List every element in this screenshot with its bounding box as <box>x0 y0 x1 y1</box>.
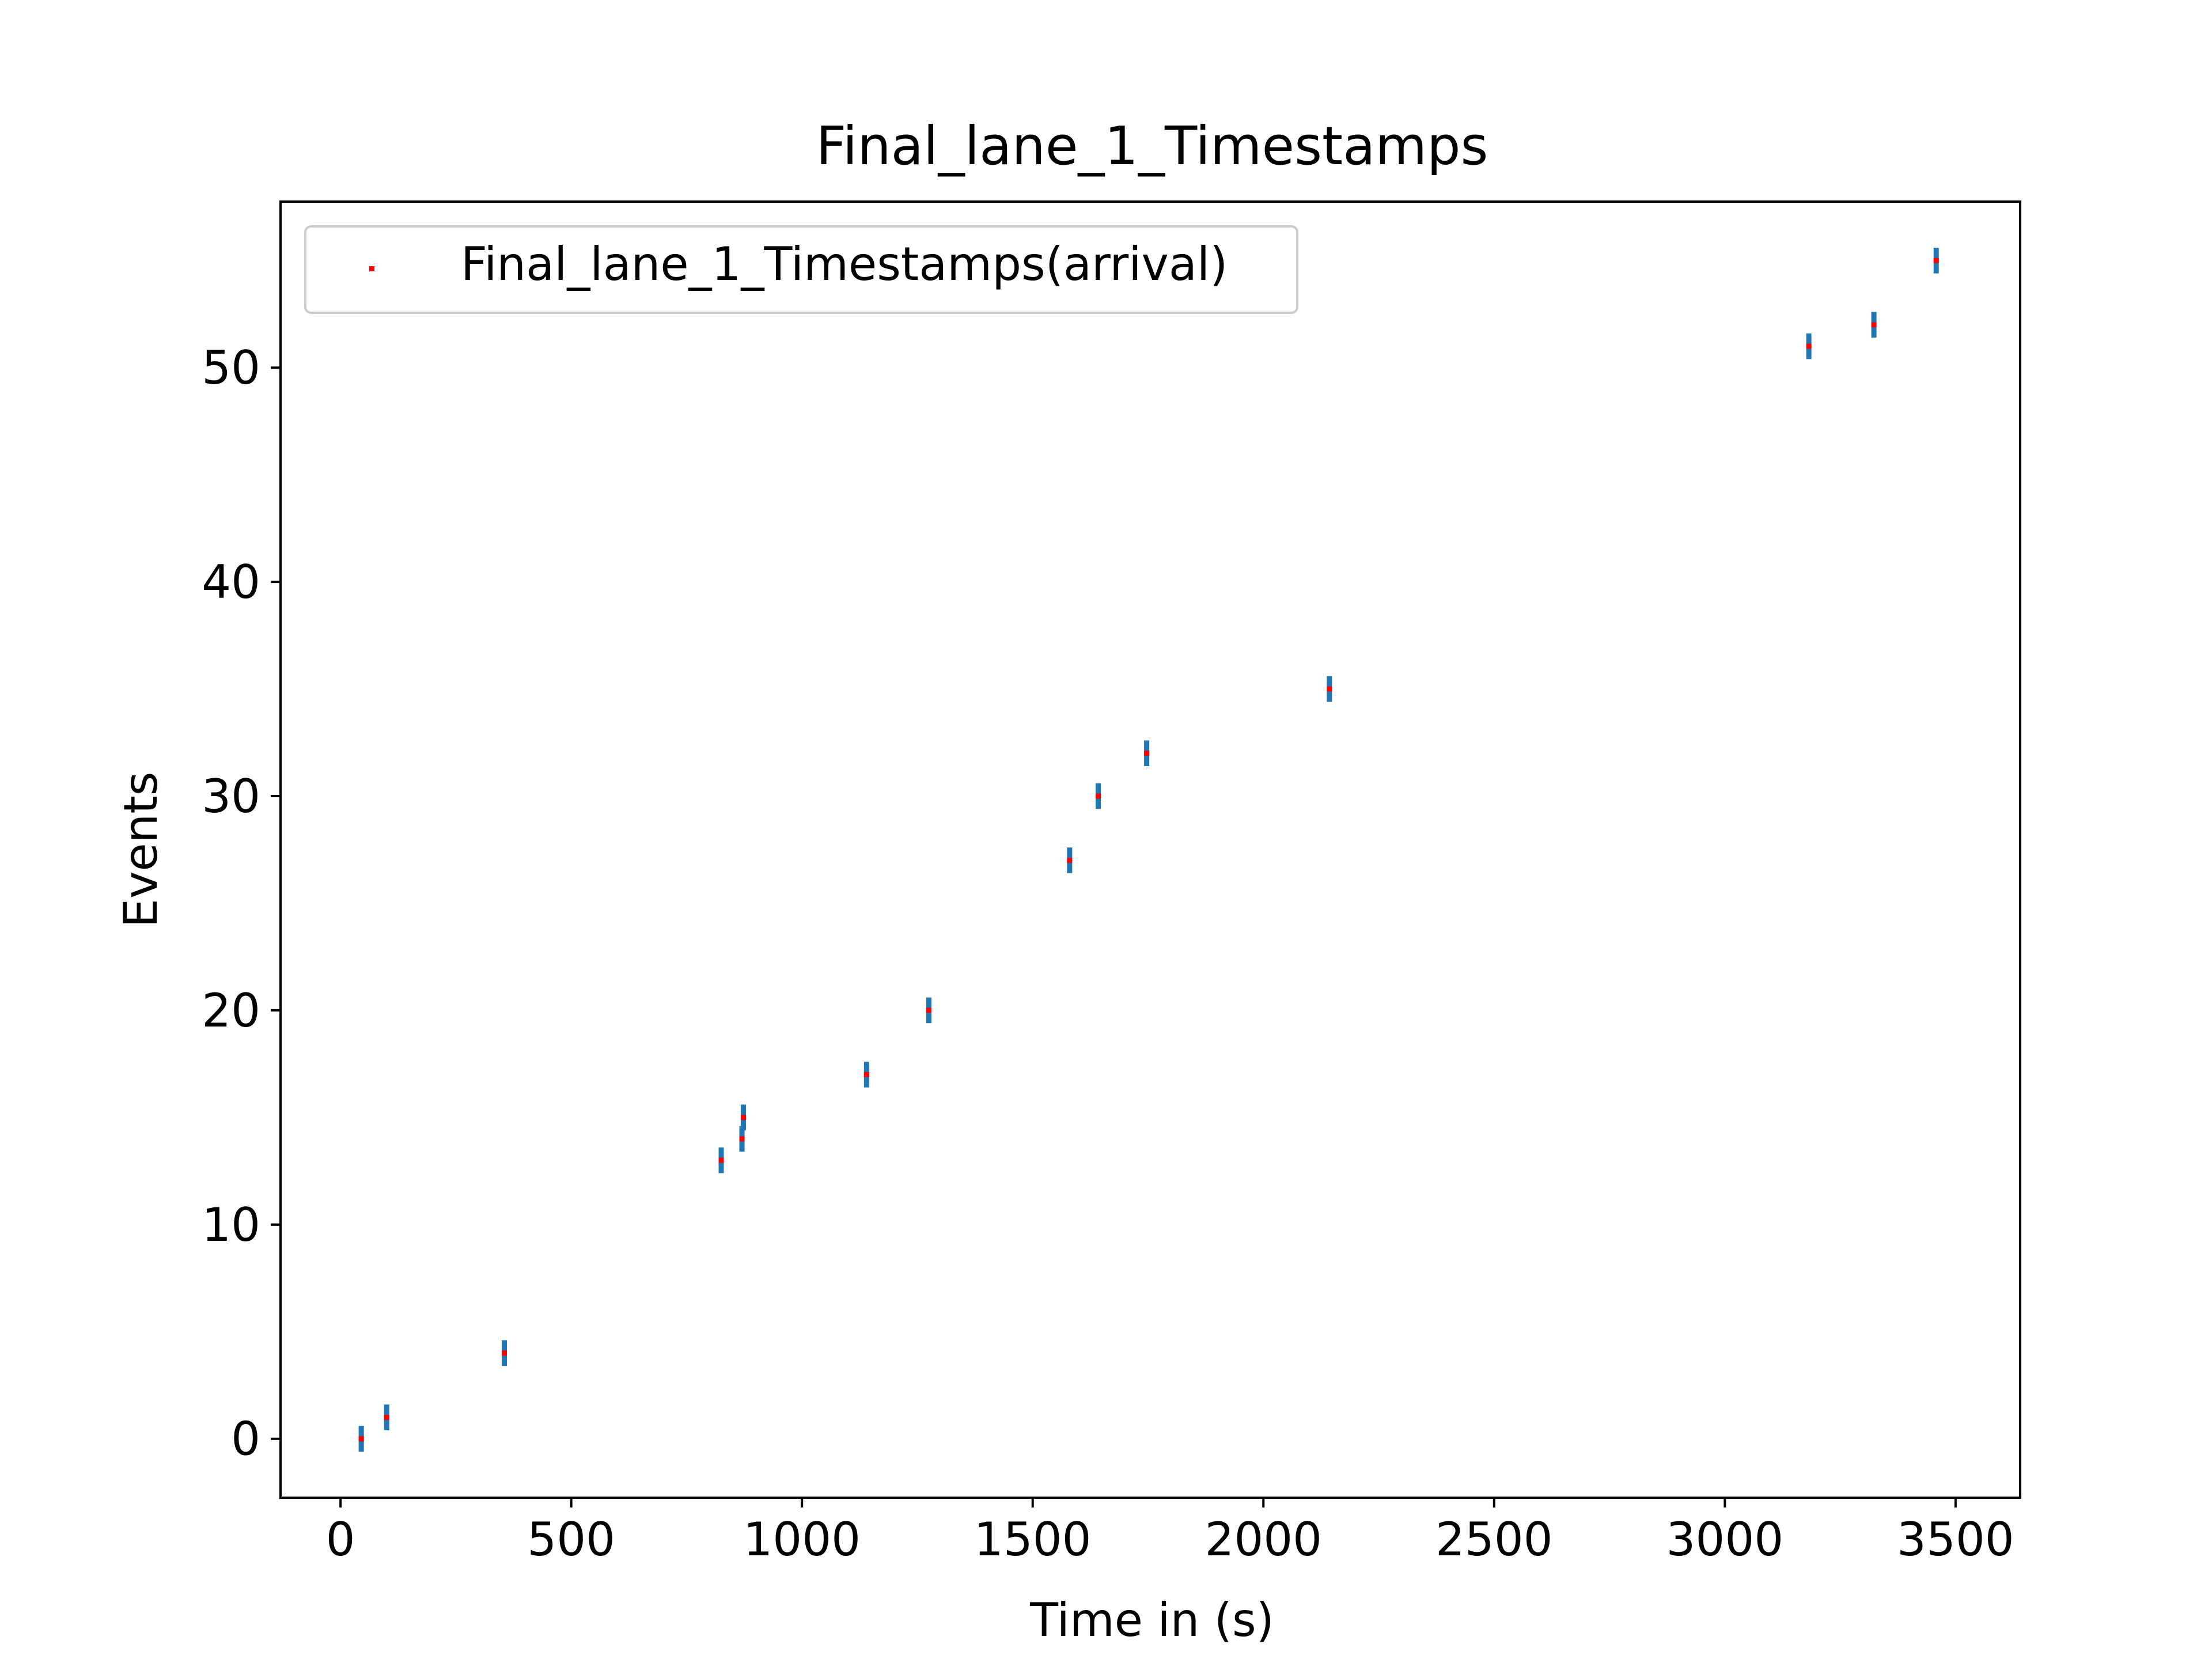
x-axis-label: Time in (s) <box>1029 1593 1274 1647</box>
data-point <box>502 1350 507 1356</box>
data-point <box>1095 793 1101 799</box>
data-point <box>1806 343 1812 349</box>
plot-marks <box>358 247 1939 1452</box>
x-tick-label: 2500 <box>1435 1513 1553 1566</box>
legend-box <box>304 225 1298 314</box>
y-tick-label: 50 <box>202 341 260 395</box>
data-point <box>863 1071 869 1077</box>
y-tick-label: 0 <box>231 1412 260 1466</box>
data-point <box>358 1436 364 1442</box>
x-tick-label: 2000 <box>1205 1513 1322 1566</box>
x-axis-ticks: 0 500 1000 1500 2000 2500 3000 3500 <box>326 1498 2014 1566</box>
data-point <box>1067 858 1073 863</box>
data-point <box>740 1115 746 1120</box>
plot-frame <box>279 200 2021 1499</box>
x-tick-label: 1500 <box>974 1513 1092 1566</box>
legend: Final_lane_1_Timestamps(arrival) <box>304 225 1298 314</box>
data-point <box>1933 257 1939 263</box>
y-axis-ticks: 0 10 20 30 40 50 <box>202 341 281 1466</box>
data-point <box>384 1415 389 1421</box>
y-axis-label: Events <box>114 772 168 928</box>
x-tick-label: 1000 <box>743 1513 861 1566</box>
x-tick-label: 3000 <box>1666 1513 1784 1566</box>
data-point <box>1871 322 1877 328</box>
y-tick-label: 30 <box>202 770 260 823</box>
data-point <box>1144 751 1150 756</box>
legend-label: Final_lane_1_Timestamps(arrival) <box>461 237 1228 291</box>
x-tick-label: 3500 <box>1897 1513 2014 1566</box>
x-tick-label: 0 <box>326 1513 355 1566</box>
legend-marker <box>369 266 374 271</box>
chart-title: Final_lane_1_Timestamps <box>816 115 1488 177</box>
data-point <box>718 1157 724 1163</box>
data-point <box>1327 686 1332 692</box>
y-tick-label: 10 <box>202 1198 260 1252</box>
y-tick-label: 20 <box>202 984 260 1037</box>
x-tick-label: 500 <box>527 1513 615 1566</box>
y-tick-label: 40 <box>202 555 260 609</box>
data-point <box>926 1007 931 1013</box>
data-point <box>739 1136 745 1142</box>
